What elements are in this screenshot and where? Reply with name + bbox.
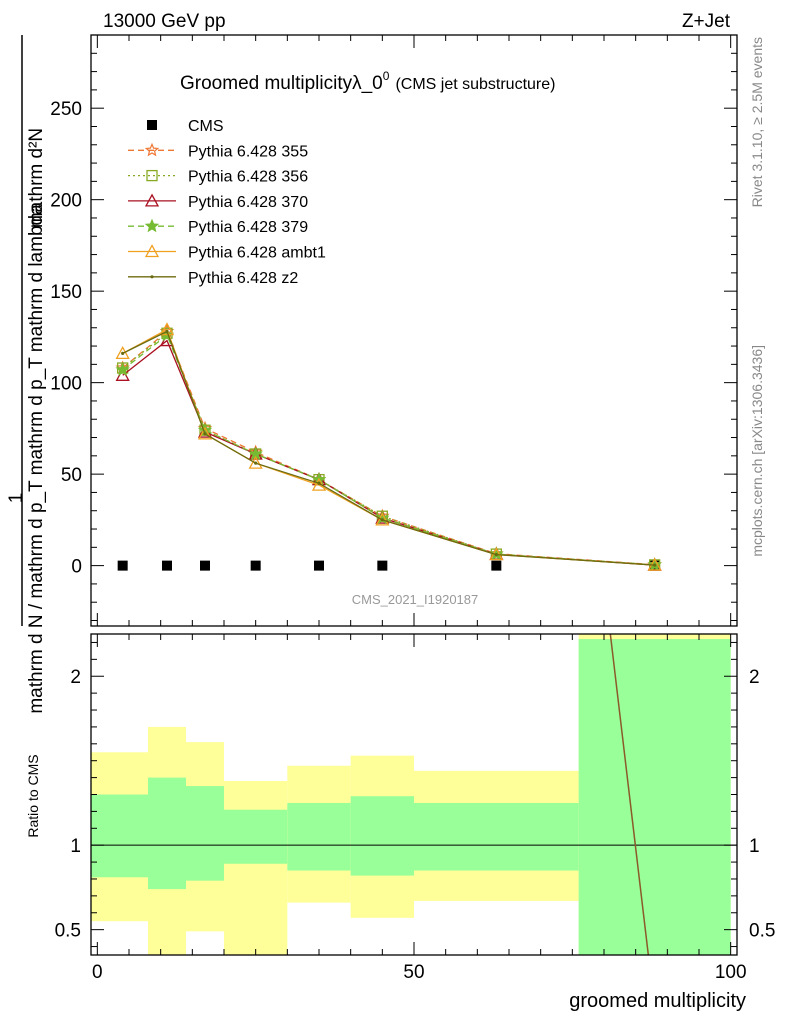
ratio-y-tick-label-right: 0.5 bbox=[749, 921, 775, 942]
header-process: 13000 GeV pp bbox=[103, 11, 226, 32]
point-pythia-6-428-ambt1-3 bbox=[248, 455, 263, 469]
ratio-outer-band-3 bbox=[224, 780, 288, 955]
point-pythia-6-428-z2-4 bbox=[317, 481, 321, 485]
legend-marker-pythia-6-428-370 bbox=[144, 193, 160, 207]
point-cms-3 bbox=[250, 560, 261, 571]
ratio-mc-line bbox=[609, 633, 650, 956]
main-title: Groomed multiplicityλ_00 (CMS jet substru… bbox=[180, 69, 555, 94]
legend-marker-pythia-6-428-379 bbox=[144, 218, 160, 233]
analysis-watermark: CMS_2021_I1920187 bbox=[352, 592, 479, 607]
point-cms-0 bbox=[117, 560, 128, 571]
point-cms-5 bbox=[377, 560, 388, 571]
ylabel-prefix: 1 bbox=[6, 493, 27, 504]
mcplots-note: mcplots.cern.ch [arXiv:1306.3436] bbox=[749, 345, 765, 557]
series-line-pythia-6-428-379 bbox=[122, 334, 655, 566]
point-cms-4 bbox=[314, 560, 324, 571]
ratio-plot-area bbox=[91, 634, 731, 955]
y-tick-label: 200 bbox=[50, 191, 82, 212]
ratio-ylabel: Ratio to CMS bbox=[25, 754, 41, 837]
point-pythia-6-428-z2-1 bbox=[165, 329, 169, 334]
y-tick-label: 0 bbox=[71, 557, 82, 578]
ratio-y-tick-label: 1 bbox=[70, 836, 81, 857]
ratio-inner-band-1 bbox=[148, 777, 186, 890]
ylabel-denominator: mathrm d N / mathrm d p_T mathrm d p_T m… bbox=[26, 204, 47, 714]
ratio-y-tick-label-right: 2 bbox=[749, 667, 760, 688]
point-cms-2 bbox=[200, 560, 210, 571]
ratio-inner-band-4 bbox=[287, 802, 351, 871]
legend-label-pythia-6-428-355: Pythia 6.428 355 bbox=[188, 143, 308, 160]
ratio-inner-band-5 bbox=[350, 796, 414, 876]
legend-marker-pythia-6-428-ambt1 bbox=[144, 244, 160, 258]
ratio-inner-band-0 bbox=[91, 794, 148, 878]
header-channel: Z+Jet bbox=[682, 11, 731, 32]
legend-label-pythia-6-428-z2: Pythia 6.428 z2 bbox=[188, 270, 298, 287]
legend-label-pythia-6-428-ambt1: Pythia 6.428 ambt1 bbox=[188, 245, 326, 262]
legend-marker-pythia-6-428-z2 bbox=[150, 275, 154, 279]
point-pythia-6-428-ambt1-1 bbox=[159, 322, 175, 336]
point-pythia-6-428-z2-2 bbox=[203, 432, 207, 436]
point-cms-1 bbox=[162, 560, 172, 571]
title-superscript: 0 bbox=[383, 69, 390, 83]
point-pythia-6-428-z2-5 bbox=[380, 518, 384, 522]
point-pythia-6-428-z2-3 bbox=[254, 461, 258, 465]
legend-marker-cms bbox=[147, 120, 157, 130]
title-subtitle: (CMS jet substructure) bbox=[395, 76, 555, 93]
legend-label-pythia-6-428-370: Pythia 6.428 370 bbox=[188, 194, 308, 211]
legend-label-pythia-6-428-379: Pythia 6.428 379 bbox=[188, 219, 308, 236]
y-tick-label: 250 bbox=[50, 99, 82, 120]
point-pythia-6-428-z2-0 bbox=[121, 351, 125, 355]
point-pythia-6-428-z2-6 bbox=[494, 553, 498, 557]
ratio-y-tick-label: 2 bbox=[70, 667, 81, 688]
y-tick-label: 50 bbox=[61, 465, 82, 486]
title-main-text: Groomed multiplicityλ_0 bbox=[180, 73, 383, 94]
legend-label-cms: CMS bbox=[188, 118, 224, 135]
point-pythia-6-428-ambt1-0 bbox=[115, 346, 130, 360]
legend: CMS Pythia 6.428 355 Pythia 6.428 356 Pythi… bbox=[128, 118, 326, 287]
ratio-inner-band-2 bbox=[186, 786, 224, 881]
series-line-pythia-6-428-z2 bbox=[122, 330, 655, 566]
x-tick-label: 100 bbox=[715, 962, 747, 983]
y-tick-label: 100 bbox=[50, 374, 82, 395]
ratio-inner-band-3 bbox=[224, 809, 288, 864]
point-cms-6 bbox=[491, 560, 502, 571]
point-pythia-6-428-z2-7 bbox=[653, 563, 657, 567]
ratio-y-tick-label: 0.5 bbox=[55, 921, 81, 942]
x-tick-label: 50 bbox=[403, 962, 424, 983]
legend-label-pythia-6-428-356: Pythia 6.428 356 bbox=[188, 169, 308, 186]
ratio-y-tick-label-right: 1 bbox=[749, 836, 760, 857]
rivet-version-note: Rivet 3.1.10, ≥ 2.5M events bbox=[749, 37, 765, 207]
y-tick-label: 150 bbox=[50, 282, 82, 303]
legend-marker-pythia-6-428-356 bbox=[146, 169, 158, 182]
main-ylabel: 1 mathrm d²N mathrm d N / mathrm d p_T m… bbox=[6, 128, 47, 714]
ratio-inner-band-6 bbox=[414, 802, 579, 871]
ylabel-numerator: mathrm d²N bbox=[26, 128, 47, 228]
ratio-inner-band-7 bbox=[578, 639, 731, 955]
legend-marker-pythia-6-428-355 bbox=[144, 142, 160, 157]
point-pythia-6-428-ambt1-2 bbox=[197, 426, 213, 440]
point-pythia-6-428-ambt1-5 bbox=[375, 512, 390, 526]
x-tick-label: 0 bbox=[92, 962, 103, 983]
x-axis-label: groomed multiplicity bbox=[569, 990, 746, 1012]
main-plot-area bbox=[115, 322, 662, 572]
point-pythia-6-428-379-0 bbox=[115, 362, 130, 376]
